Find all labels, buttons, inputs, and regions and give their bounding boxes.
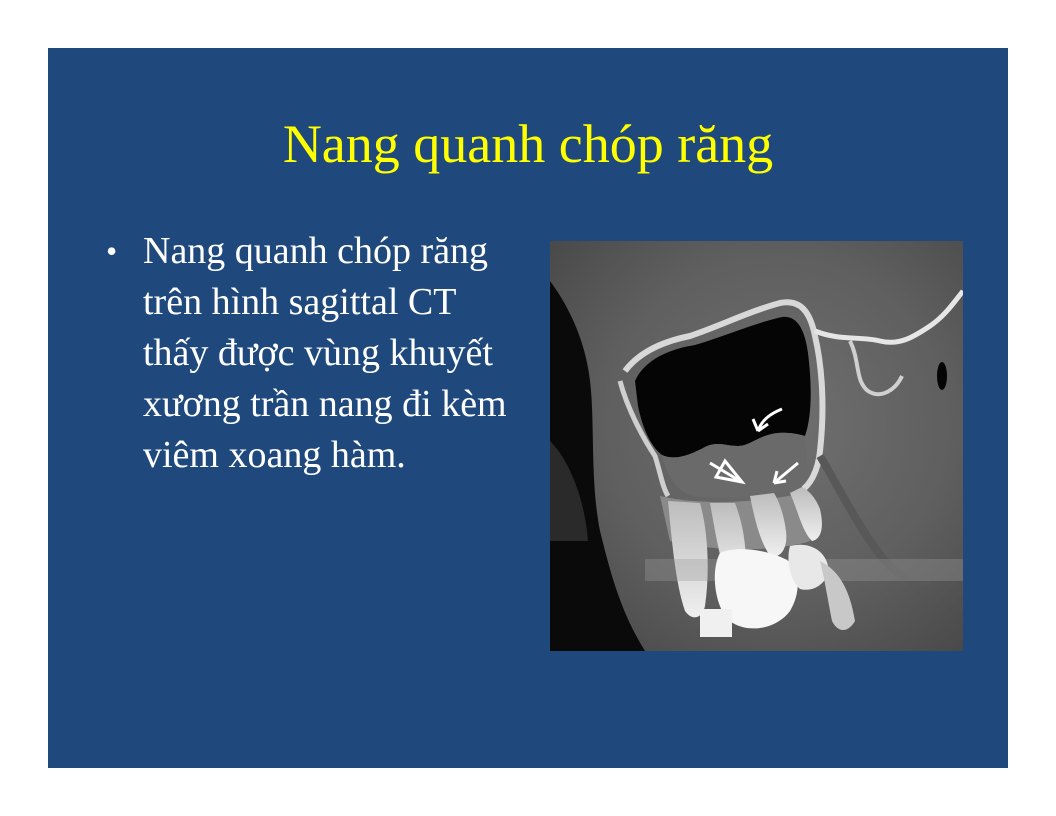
sinus-wall-upper [622,299,826,494]
bullet-marker: • [106,233,118,269]
bullet-item: • Nang quanh chóp răng trên hình sagitta… [106,226,526,481]
cyst-mass [662,432,807,498]
bone-trabecula [848,340,904,397]
ct-scan-image [550,241,963,651]
slide-title: Nang quanh chóp răng [282,114,774,174]
metallic-crown [714,549,798,629]
nasal-shadow [550,441,588,541]
arrow-icon [772,461,799,485]
open-arrow-icon [709,458,746,485]
metal-filling [700,609,732,637]
tooth-anterior [668,501,708,618]
external-air-region [550,241,645,651]
curved-arrow-icon [751,407,783,433]
bullet-list: • Nang quanh chóp răng trên hình sagitta… [106,226,526,481]
sinus-wall-anterior [617,380,671,498]
maxillary-sinus-air [635,316,811,458]
air-pocket [937,362,947,390]
tissue-band [816,453,931,586]
slide: Nang quanh chóp răng • Nang quanh chóp r… [48,48,1008,768]
molar-root-lower [820,561,855,630]
bone-edge-right [814,289,963,345]
bullet-text: Nang quanh chóp răng trên hình sagittal … [143,230,507,476]
molar-crown [788,544,829,590]
tooth-root [750,493,787,557]
tooth-root-molar [790,487,822,541]
